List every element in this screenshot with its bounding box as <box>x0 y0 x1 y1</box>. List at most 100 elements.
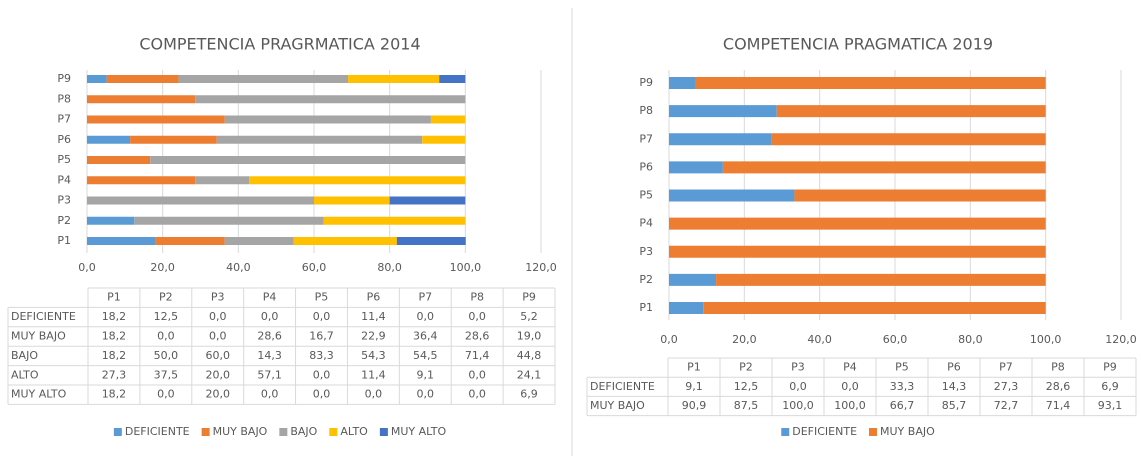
bar-segment <box>87 196 314 205</box>
y-tick-label: P3 <box>57 194 71 207</box>
table-cell: 12,5 <box>154 310 179 323</box>
y-tick-label: P6 <box>639 160 653 173</box>
bar-segment <box>776 105 1046 118</box>
table-cell: 37,5 <box>154 368 179 381</box>
table-header: P1 <box>107 291 121 304</box>
y-tick-label: P6 <box>57 133 71 146</box>
bar-segment <box>669 161 723 174</box>
bar-segment <box>669 189 795 202</box>
y-tick-label: P7 <box>57 113 71 126</box>
bar-segment <box>439 75 466 83</box>
legend-label: MUY ALTO <box>391 425 447 438</box>
table-header: P5 <box>895 361 909 374</box>
x-tick-label: 120,0 <box>525 261 557 274</box>
x-tick-label: 120,0 <box>1105 333 1137 346</box>
table-header: P2 <box>159 291 173 304</box>
table-header: P6 <box>367 291 381 304</box>
legend-swatch <box>329 428 338 436</box>
bar-segment <box>106 75 179 83</box>
table-cell: 0,0 <box>365 388 383 401</box>
x-tick-label: 40,0 <box>226 261 251 274</box>
table-cell: 20,0 <box>205 388 230 401</box>
bar-segment <box>130 135 217 144</box>
table-cell: 0,0 <box>261 388 279 401</box>
bar-segment <box>694 77 1046 89</box>
y-tick-label: P9 <box>57 72 71 85</box>
x-tick-label: 0,0 <box>78 261 96 274</box>
bar-segment <box>87 135 131 144</box>
bar-segment <box>195 95 466 104</box>
table-cell: 54,5 <box>413 349 438 362</box>
table-row-label: ALTO <box>11 368 39 381</box>
bar-segment <box>87 237 156 245</box>
table-cell: 100,0 <box>782 399 814 412</box>
x-tick-label: 40,0 <box>807 333 832 346</box>
table-cell: 28,6 <box>257 330 282 343</box>
bar-segment <box>224 115 431 124</box>
bar-segment <box>249 176 466 185</box>
y-tick-label: P8 <box>57 92 71 105</box>
x-tick-label: 100,0 <box>450 261 482 274</box>
table-cell: 28,6 <box>465 330 490 343</box>
bar-segment <box>87 75 107 83</box>
table-row-label: MUY BAJO <box>590 399 645 412</box>
table-header: P9 <box>522 291 536 304</box>
table-header: P4 <box>843 361 857 374</box>
table-cell: 28,6 <box>1046 380 1071 393</box>
legend-swatch <box>379 428 388 436</box>
y-tick-label: P9 <box>639 76 653 89</box>
x-tick-label: 60,0 <box>302 261 327 274</box>
table-header: P8 <box>470 291 484 304</box>
table-cell: 0,0 <box>417 310 435 323</box>
legend-label: MUY BAJO <box>880 425 935 438</box>
legend-label: ALTO <box>340 425 368 438</box>
table-cell: 0,0 <box>313 368 331 381</box>
chart-title: COMPETENCIA PRAGMATICA 2019 <box>723 35 993 54</box>
bar-segment <box>87 95 196 104</box>
x-tick-label: 60,0 <box>883 333 908 346</box>
legend-label: MUY BAJO <box>213 425 268 438</box>
table-cell: 18,2 <box>102 388 127 401</box>
bar-segment <box>150 156 466 164</box>
table-cell: 0,0 <box>261 310 279 323</box>
table-cell: 6,9 <box>1101 380 1119 393</box>
table-cell: 66,7 <box>890 399 915 412</box>
table-header: P3 <box>791 361 805 374</box>
bar-segment <box>669 77 695 89</box>
bar-segment <box>669 245 1046 258</box>
legend-swatch <box>279 428 288 436</box>
bar-segment <box>716 273 1046 286</box>
y-tick-label: P1 <box>57 234 71 247</box>
table-cell: 5,2 <box>520 310 538 323</box>
bar-segment <box>430 115 466 124</box>
table-cell: 6,9 <box>520 388 538 401</box>
legend-label: BAJO <box>290 425 317 438</box>
table-cell: 11,4 <box>361 310 386 323</box>
x-tick-label: 0,0 <box>660 333 678 346</box>
table-cell: 0,0 <box>313 388 331 401</box>
table-header: P9 <box>1103 361 1117 374</box>
table-cell: 0,0 <box>789 380 807 393</box>
table-header: P2 <box>739 361 753 374</box>
table-cell: 0,0 <box>468 368 486 381</box>
table-cell: 85,7 <box>942 399 967 412</box>
table-cell: 11,4 <box>361 368 386 381</box>
x-tick-label: 80,0 <box>958 333 983 346</box>
table-cell: 9,1 <box>417 368 435 381</box>
table-header: P8 <box>1051 361 1065 374</box>
table-header: P5 <box>315 291 329 304</box>
table-cell: 0,0 <box>468 388 486 401</box>
table-cell: 0,0 <box>313 310 331 323</box>
table-cell: 0,0 <box>157 388 175 401</box>
table-cell: 20,0 <box>205 368 230 381</box>
y-tick-label: P5 <box>57 153 71 166</box>
table-cell: 83,3 <box>309 349 334 362</box>
table-cell: 27,3 <box>994 380 1019 393</box>
table-cell: 16,7 <box>309 330 334 343</box>
y-tick-label: P2 <box>57 214 71 227</box>
table-cell: 9,1 <box>685 380 703 393</box>
bar-segment <box>293 237 397 245</box>
legend-label: DEFICIENTE <box>125 425 190 438</box>
bar-segment <box>771 133 1046 146</box>
